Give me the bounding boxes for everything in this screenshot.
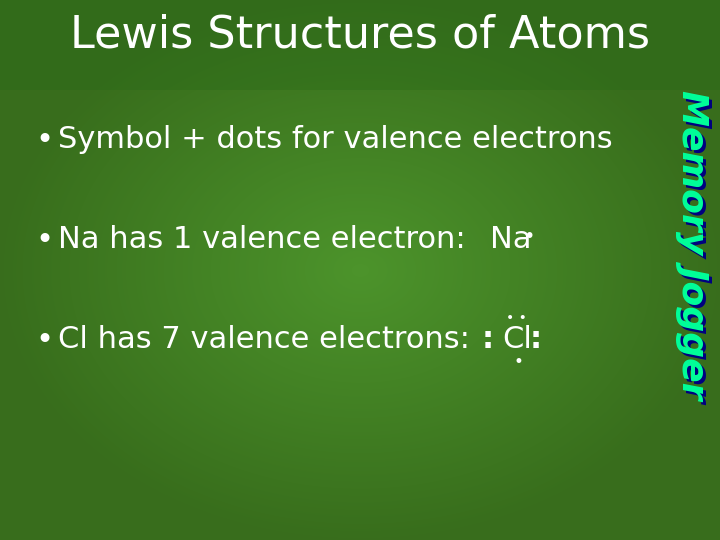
Text: Lewis Structures of Atoms: Lewis Structures of Atoms: [70, 14, 650, 57]
Text: •: •: [514, 353, 524, 371]
Bar: [0, 0, 720, 90]
Text: :: :: [530, 326, 542, 354]
Text: Symbol + dots for valence electrons: Symbol + dots for valence electrons: [58, 125, 613, 154]
Text: Na has 1 valence electron:: Na has 1 valence electron:: [58, 226, 466, 254]
Text: •: •: [35, 125, 53, 154]
Text: • •: • •: [506, 311, 527, 325]
Text: •: •: [35, 326, 53, 354]
Text: •: •: [35, 226, 53, 254]
Text: Cl has 7 valence electrons:: Cl has 7 valence electrons:: [58, 326, 470, 354]
Text: Cl: Cl: [502, 326, 532, 354]
Text: Na: Na: [490, 226, 531, 254]
Text: •: •: [523, 227, 534, 246]
Text: :: :: [482, 326, 494, 354]
Text: Memory Jogger: Memory Jogger: [678, 93, 712, 403]
Text: Memory Jogger: Memory Jogger: [675, 90, 709, 400]
